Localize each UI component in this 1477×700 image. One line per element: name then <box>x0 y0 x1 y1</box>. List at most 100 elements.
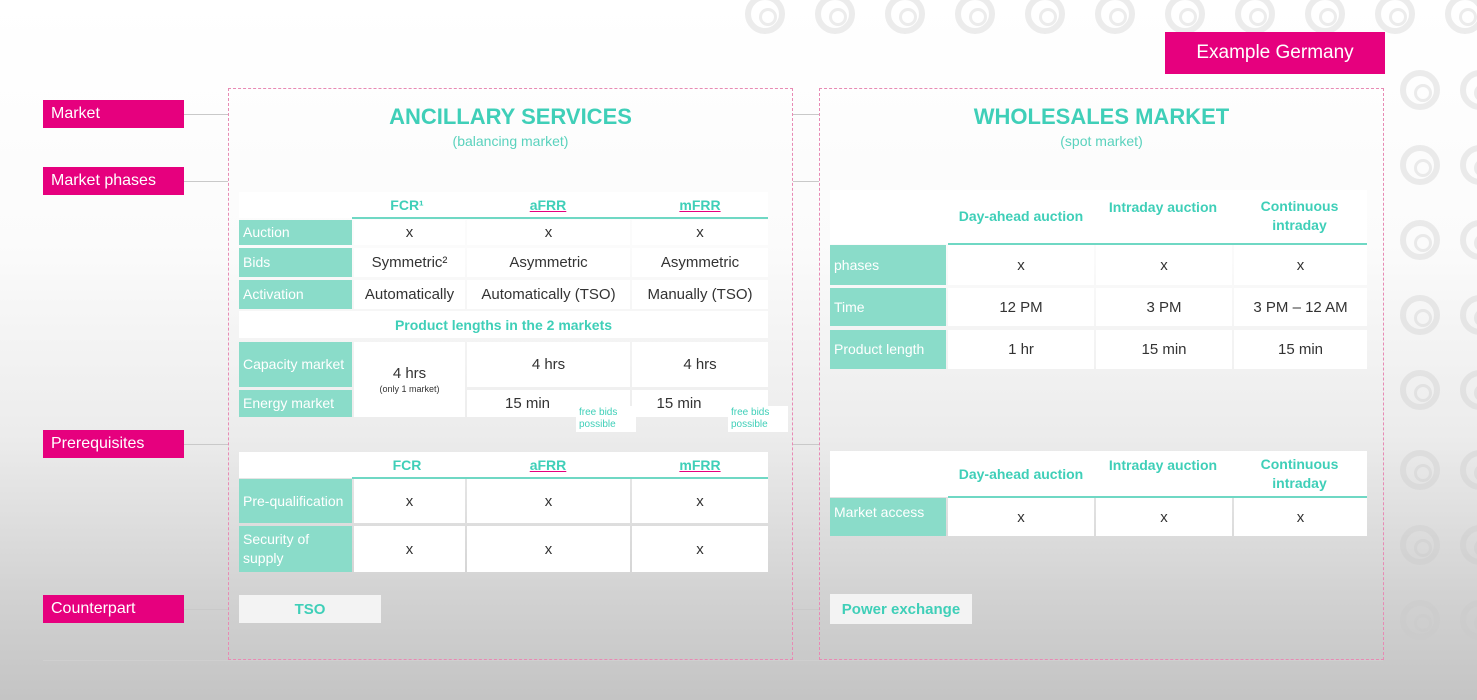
wholesale-subtitle: (spot market) <box>1060 133 1143 149</box>
connector-line <box>184 114 228 115</box>
decorative-swirl-icon <box>1400 70 1440 110</box>
row-label-security-of-supply: Security of supply <box>239 526 352 572</box>
wholesale-prereq-header-bg <box>830 451 1367 497</box>
label-prerequisites: Prerequisites <box>43 430 184 458</box>
row-label-activation: Activation <box>239 280 352 309</box>
cell-security-mfrr: x <box>632 526 768 572</box>
cell-length-intraday: 15 min <box>1096 330 1232 369</box>
row-label-prequalification: Pre-qualification <box>239 479 352 523</box>
col-intraday-auction: Intraday auction <box>1108 199 1218 215</box>
ancillary-services-panel <box>228 88 793 660</box>
product-lengths-heading: Product lengths in the 2 markets <box>239 311 768 338</box>
bottom-divider <box>43 660 1383 661</box>
wholesale-header-divider <box>948 243 1367 245</box>
prereq-col-continuous-intraday: Continuous intraday <box>1260 456 1339 491</box>
connector-line <box>793 181 819 182</box>
col-fcr: FCR¹ <box>390 196 424 213</box>
row-label-product-length: Product length <box>830 330 946 369</box>
col-mfrr: mFRR <box>679 196 721 213</box>
fcr-length-value: 4 hrs <box>392 365 427 382</box>
cell-afrr-energy: 15 min <box>467 390 630 417</box>
label-counterpart: Counterpart <box>43 595 184 623</box>
decorative-swirl-icon <box>1460 70 1477 110</box>
free-bids-note-afrr: free bids possible <box>576 406 636 432</box>
wholesale-header-bg <box>830 190 1367 244</box>
cell-time-continuous: 3 PM – 12 AM <box>1234 288 1367 326</box>
decorative-swirl-icon <box>1375 0 1415 34</box>
decorative-swirl-icon <box>1095 0 1135 34</box>
prereq-col-mfrr: mFRR <box>679 456 721 473</box>
ancillary-subtitle: (balancing market) <box>452 133 569 149</box>
decorative-swirl-icon <box>885 0 925 34</box>
decorative-swirl-icon <box>745 0 785 34</box>
connector-line <box>184 181 228 182</box>
label-market-phases: Market phases <box>43 167 184 195</box>
decorative-swirl-icon <box>1445 0 1477 34</box>
row-label-capacity-market: Capacity market <box>239 342 352 387</box>
decorative-swirl-icon <box>1460 220 1477 260</box>
cell-security-fcr: x <box>354 526 465 572</box>
example-germany-badge: Example Germany <box>1165 32 1385 74</box>
counterpart-power-exchange: Power exchange <box>830 594 972 624</box>
prereq-col-fcr: FCR <box>392 456 422 473</box>
decorative-swirl-icon <box>1460 295 1477 335</box>
cell-phases-intraday: x <box>1096 245 1232 285</box>
cell-time-day-ahead: 12 PM <box>948 288 1094 326</box>
connector-line <box>793 444 819 445</box>
wholesale-market-panel <box>819 88 1384 660</box>
free-bids-note-mfrr: free bids possible <box>728 406 788 432</box>
cell-bids-mfrr: Asymmetric <box>632 248 768 277</box>
decorative-swirl-icon <box>1460 450 1477 490</box>
wholesale-prereq-divider <box>948 496 1367 498</box>
decorative-swirl-icon <box>955 0 995 34</box>
ancillary-title: ANCILLARY SERVICES <box>389 104 632 129</box>
cell-bids-fcr: Symmetric² <box>354 248 465 277</box>
label-market: Market <box>43 100 184 128</box>
cell-length-continuous: 15 min <box>1234 330 1367 369</box>
col-continuous-intraday: Continuous intraday <box>1260 198 1339 233</box>
row-label-time: Time <box>830 288 946 326</box>
cell-prequal-afrr: x <box>467 479 630 523</box>
prereq-col-intraday-auction: Intraday auction <box>1108 457 1218 473</box>
cell-phases-day-ahead: x <box>948 245 1094 285</box>
cell-prequal-mfrr: x <box>632 479 768 523</box>
cell-activation-afrr: Automatically (TSO) <box>467 280 630 309</box>
decorative-swirl-icon <box>1305 0 1345 34</box>
decorative-swirl-icon <box>1400 450 1440 490</box>
decorative-swirl-icon <box>1460 370 1477 410</box>
cell-prequal-fcr: x <box>354 479 465 523</box>
cell-activation-mfrr: Manually (TSO) <box>632 280 768 309</box>
phases-table-header-bg <box>239 192 768 218</box>
connector-line <box>184 609 228 610</box>
decorative-swirl-icon <box>815 0 855 34</box>
decorative-swirl-icon <box>1025 0 1065 34</box>
cell-access-continuous: x <box>1234 498 1367 536</box>
cell-security-afrr: x <box>467 526 630 572</box>
wholesale-title: WHOLESALES MARKET <box>973 104 1230 129</box>
cell-fcr-length: 4 hrs (only 1 market) <box>354 342 465 417</box>
connector-line <box>793 609 819 610</box>
decorative-swirl-icon <box>1400 600 1440 640</box>
row-label-energy-market: Energy market <box>239 390 352 417</box>
cell-bids-afrr: Asymmetric <box>467 248 630 277</box>
cell-auction-fcr: x <box>354 220 465 245</box>
decorative-swirl-icon <box>1235 0 1275 34</box>
cell-activation-fcr: Automatically <box>354 280 465 309</box>
prereq-table-header-bg <box>239 452 768 478</box>
decorative-swirl-icon <box>1400 145 1440 185</box>
row-label-bids: Bids <box>239 248 352 277</box>
cell-access-intraday: x <box>1096 498 1232 536</box>
connector-line <box>184 444 228 445</box>
row-label-phases: phases <box>830 245 946 285</box>
cell-auction-mfrr: x <box>632 220 768 245</box>
decorative-swirl-icon <box>1460 145 1477 185</box>
decorative-swirl-icon <box>1165 0 1205 34</box>
header-divider <box>352 217 768 219</box>
cell-auction-afrr: x <box>467 220 630 245</box>
decorative-swirl-icon <box>1400 220 1440 260</box>
row-label-market-access: Market access <box>830 498 946 536</box>
decorative-swirl-icon <box>1400 525 1440 565</box>
col-afrr: aFRR <box>529 196 567 213</box>
decorative-swirl-icon <box>1400 295 1440 335</box>
cell-afrr-capacity: 4 hrs <box>467 342 630 387</box>
